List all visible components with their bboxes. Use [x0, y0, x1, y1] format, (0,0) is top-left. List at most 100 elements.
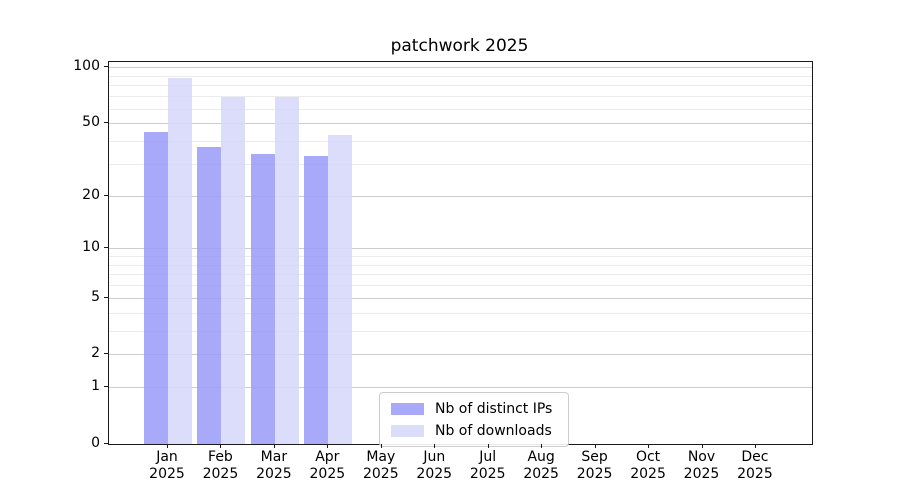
major-gridline [109, 387, 812, 389]
legend-label-downloads: Nb of downloads [435, 422, 552, 439]
legend-label-distinct-ips: Nb of distinct IPs [435, 400, 553, 417]
x-tick-year: 2025 [737, 466, 773, 482]
y-tick-mark [104, 194, 108, 196]
y-tick-label: 100 [73, 58, 100, 75]
legend-swatch-distinct-ips [391, 402, 424, 415]
y-tick-mark [104, 353, 108, 355]
major-gridline [109, 297, 812, 299]
minor-gridline [109, 85, 812, 87]
x-tick-month: Nov [687, 449, 716, 465]
x-tick-month: Dec [741, 449, 769, 465]
x-tick-label-jun: Jun 2025 [404, 449, 464, 483]
x-tick-mark [380, 444, 382, 448]
bar-distinct-ips-feb [197, 147, 222, 444]
x-tick-year: 2025 [469, 466, 506, 482]
y-tick-label: 0 [91, 435, 100, 451]
y-tick-label: 1 [91, 378, 100, 395]
y-tick-label: 5 [91, 288, 100, 305]
x-tick-year: 2025 [202, 466, 239, 482]
bar-downloads-apr [328, 135, 353, 444]
minor-gridline [109, 285, 812, 287]
y-tick-label: 10 [82, 239, 100, 256]
legend-item-downloads: Nb of downloads [391, 421, 552, 440]
bar-downloads-mar [274, 97, 299, 444]
x-tick-label-aug: Aug 2025 [511, 449, 571, 483]
minor-gridline [109, 274, 812, 276]
x-tick-mark [754, 444, 756, 448]
x-tick-month: May [366, 449, 396, 465]
x-tick-mark [648, 444, 650, 448]
x-tick-mark [594, 444, 596, 448]
x-tick-mark [167, 444, 168, 448]
y-tick-mark [104, 443, 108, 444]
x-tick-year: 2025 [576, 466, 613, 482]
x-tick-month: Sep [581, 449, 608, 465]
plot-area: Nb of distinct IPs Nb of downloads [108, 61, 813, 447]
x-tick-label-jul: Jul 2025 [458, 449, 518, 483]
y-tick-label: 2 [91, 345, 100, 362]
minor-gridline [109, 256, 812, 258]
bar-downloads-jan [168, 77, 192, 444]
minor-gridline [109, 141, 812, 143]
x-tick-month: Jan [156, 449, 178, 465]
x-tick-mark [541, 444, 543, 448]
x-tick-month: Oct [635, 449, 661, 465]
x-tick-year: 2025 [523, 466, 559, 482]
major-gridline [109, 123, 812, 125]
y-tick-label: 50 [82, 114, 100, 131]
y-tick-mark [104, 122, 108, 124]
x-tick-mark [487, 444, 489, 448]
minor-gridline [109, 163, 812, 165]
bar-distinct-ips-jan [144, 131, 168, 444]
x-tick-year: 2025 [149, 466, 185, 482]
bar-downloads-feb [221, 97, 246, 444]
x-tick-mark [434, 444, 436, 448]
x-tick-year: 2025 [683, 466, 720, 482]
x-tick-label-mar: Mar 2025 [244, 449, 304, 483]
legend-swatch-downloads [391, 424, 424, 437]
major-gridline [109, 354, 812, 356]
minor-gridline [109, 330, 812, 332]
x-tick-month: Jun [423, 449, 446, 465]
x-tick-month: Feb [208, 449, 233, 465]
x-tick-month: Aug [527, 449, 555, 465]
x-tick-label-dec: Dec 2025 [725, 449, 785, 483]
x-tick-label-oct: Oct 2025 [618, 449, 678, 483]
x-tick-month: Mar [260, 449, 288, 465]
y-tick-mark [104, 247, 108, 249]
x-tick-mark [701, 444, 703, 448]
x-tick-mark [273, 444, 275, 448]
bar-distinct-ips-mar [250, 153, 275, 444]
minor-gridline [109, 264, 812, 266]
minor-gridline [109, 312, 812, 314]
major-gridline [109, 195, 812, 197]
chart-title: patchwork 2025 [390, 36, 529, 56]
x-tick-year: 2025 [309, 466, 346, 482]
x-tick-month: Jul [479, 449, 497, 465]
x-tick-label-may: May 2025 [351, 449, 411, 483]
x-tick-month: Apr [315, 449, 340, 465]
x-tick-year: 2025 [362, 466, 399, 482]
x-tick-label-sep: Sep 2025 [565, 449, 625, 483]
y-tick-mark [104, 386, 108, 388]
bar-distinct-ips-apr [304, 156, 329, 444]
x-tick-label-jan: Jan 2025 [137, 449, 197, 483]
y-tick-mark [104, 66, 108, 68]
x-tick-year: 2025 [630, 466, 666, 482]
x-tick-mark [327, 444, 329, 448]
legend: Nb of distinct IPs Nb of downloads [379, 392, 570, 447]
x-tick-year: 2025 [416, 466, 453, 482]
legend-item-distinct-ips: Nb of distinct IPs [391, 399, 552, 418]
minor-gridline [109, 75, 812, 77]
y-tick-label: 20 [82, 186, 100, 203]
minor-gridline [109, 96, 812, 98]
x-tick-label-nov: Nov 2025 [672, 449, 732, 483]
major-gridline [109, 248, 812, 250]
x-tick-label-feb: Feb 2025 [190, 449, 250, 483]
x-tick-year: 2025 [256, 466, 292, 482]
minor-gridline [109, 108, 812, 110]
major-gridline [109, 67, 812, 69]
y-tick-mark [104, 296, 108, 298]
x-tick-label-apr: Apr 2025 [297, 449, 357, 483]
